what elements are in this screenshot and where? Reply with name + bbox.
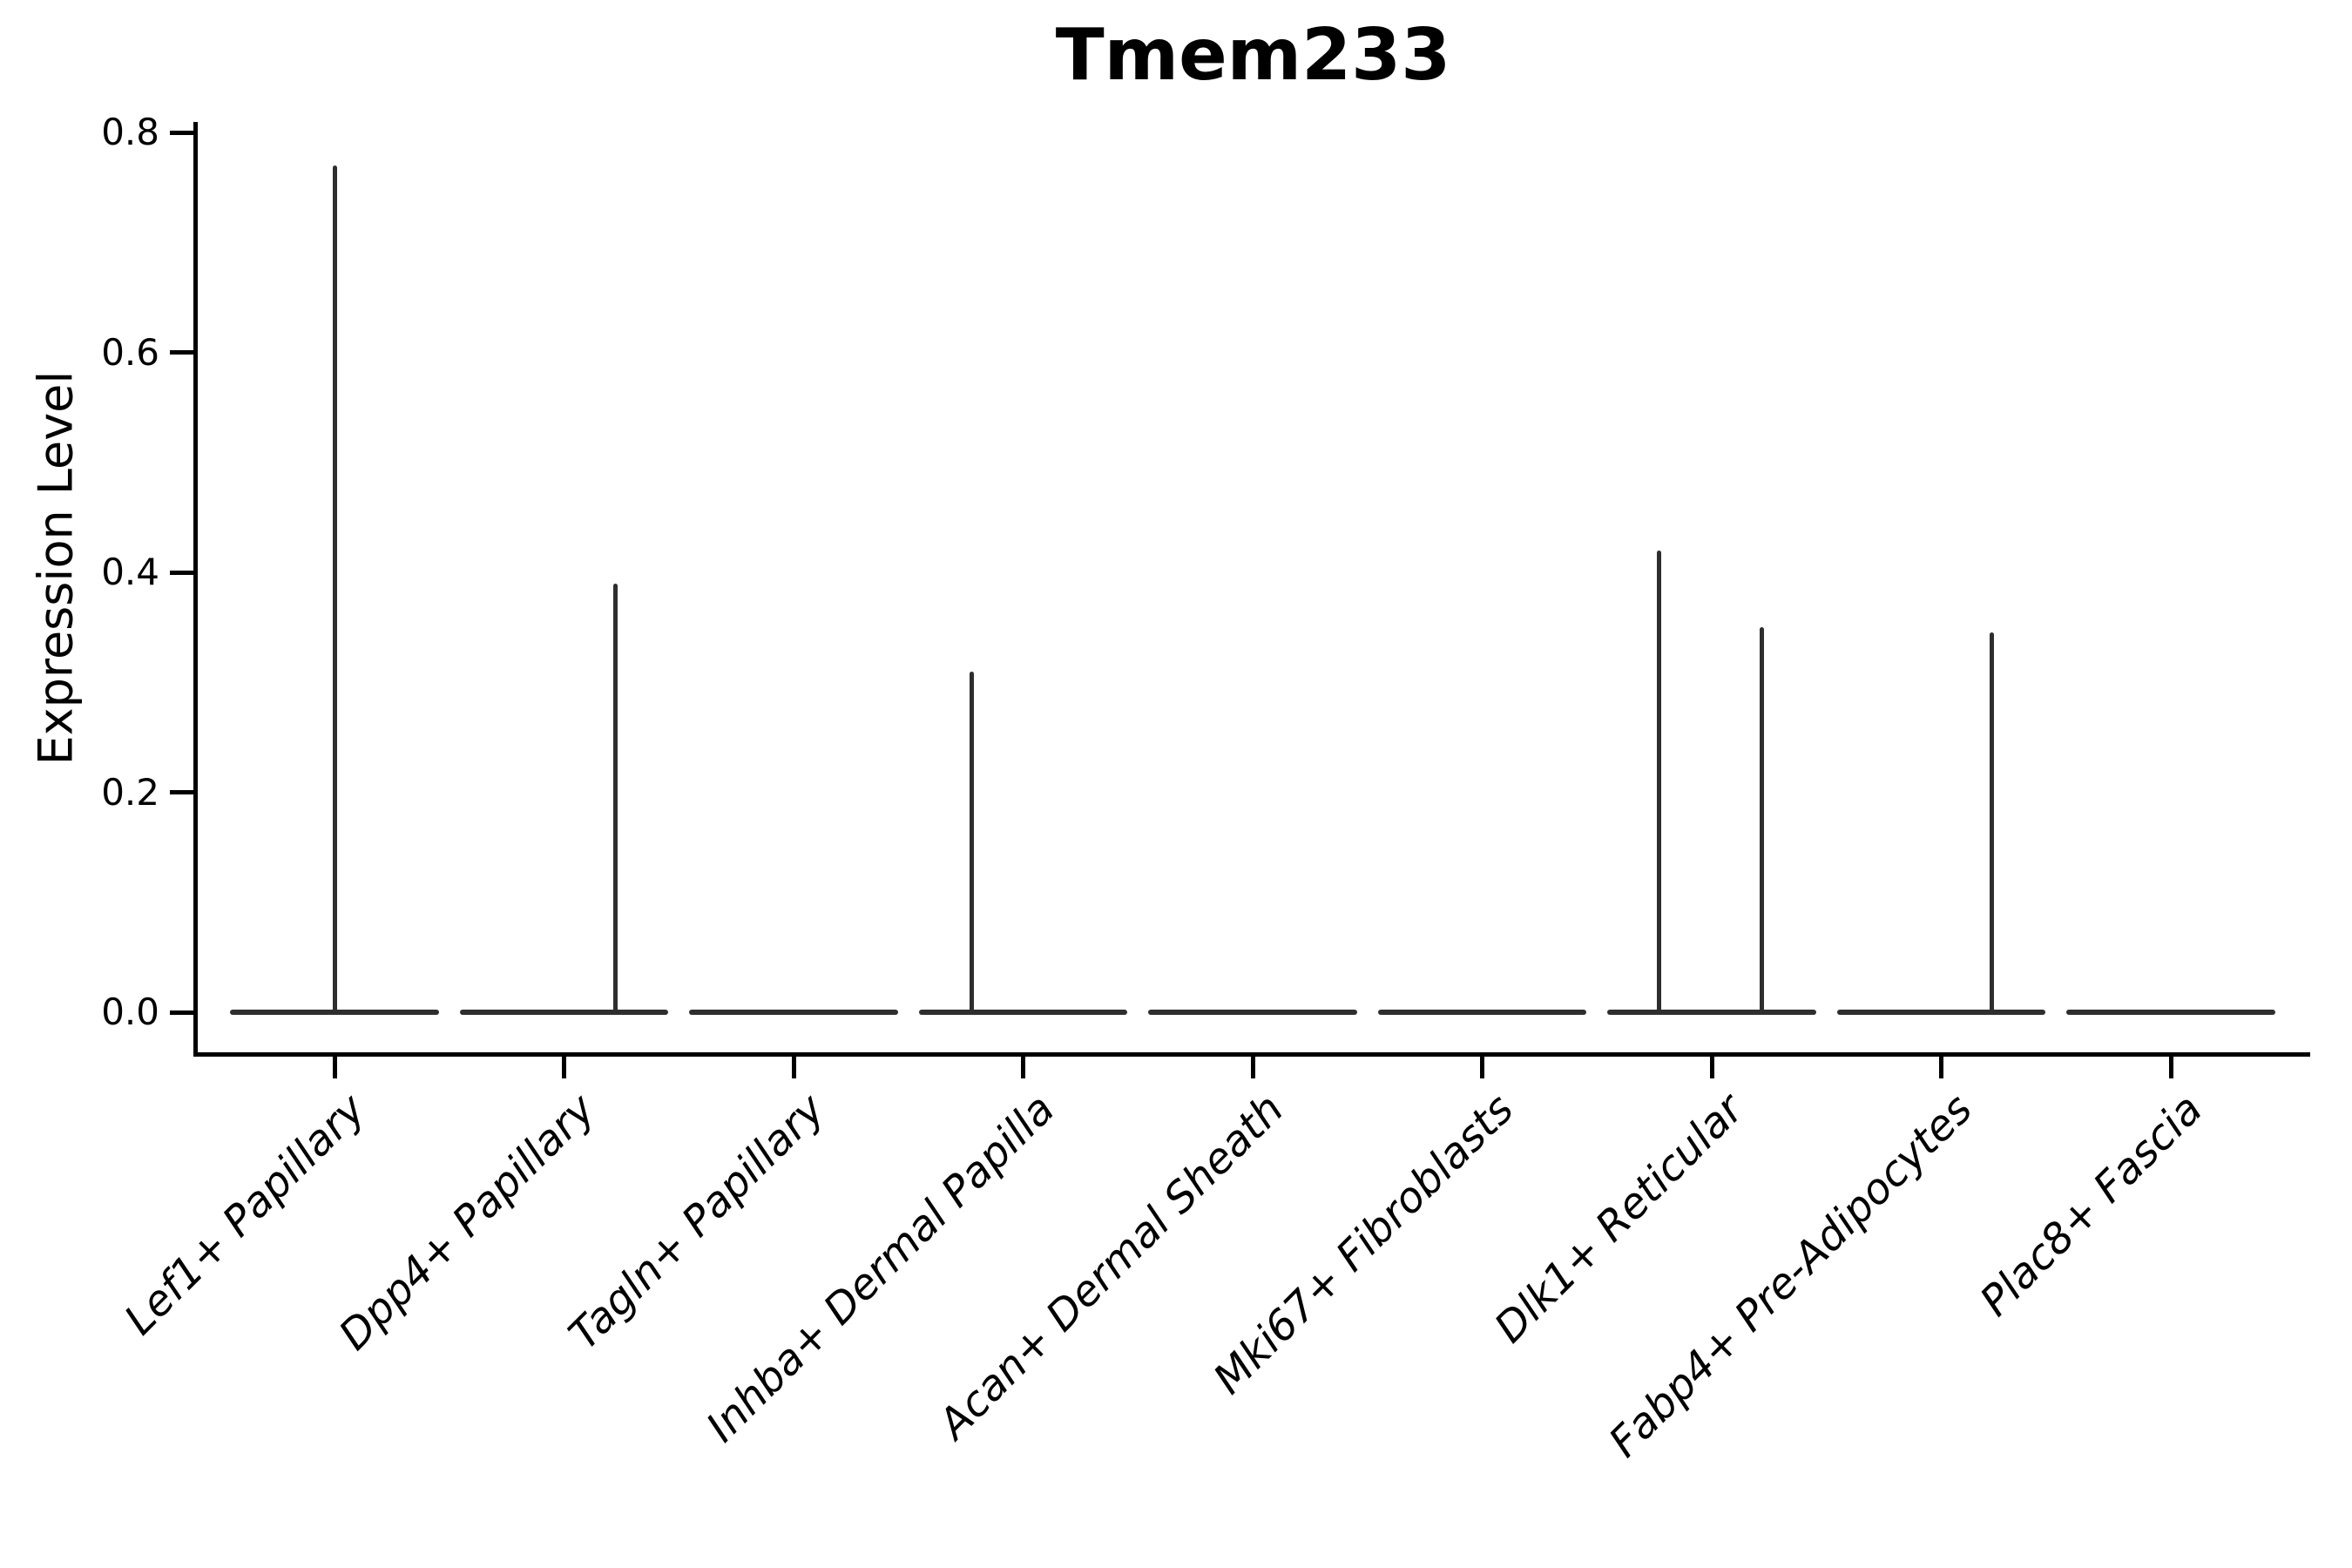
violin-baseline [1607,1010,1816,1015]
x-tick [1021,1054,1025,1078]
x-category-label: Dlk1+ Reticular [1484,1085,1753,1353]
violin-spike [613,583,618,1015]
x-category-label: Dpp4+ Papillary [329,1085,605,1360]
violin-baseline [2066,1010,2275,1015]
x-category-label: Plac8+ Fascia [1970,1085,2212,1326]
x-tick [2168,1054,2173,1078]
violin-baseline [689,1010,898,1015]
y-tick [170,570,193,575]
x-tick [791,1054,796,1078]
violin-baseline [918,1010,1128,1015]
y-tick [170,350,193,355]
violin-baseline [1148,1010,1357,1015]
x-tick [1480,1054,1484,1078]
y-axis-spine [193,122,198,1057]
x-category-label: Lef1+ Papillary [115,1085,375,1345]
y-tick [170,130,193,135]
y-tick [170,790,193,794]
y-tick [170,1010,193,1015]
x-tick [562,1054,566,1078]
y-tick-label: 0.8 [101,111,159,153]
violin-baseline [1836,1010,2046,1015]
plot-title: Tmem233 [1055,14,1451,97]
y-tick-label: 0.6 [101,330,159,374]
y-tick-label: 0.2 [101,770,159,814]
x-tick [1709,1054,1714,1078]
violin-spike [969,671,974,1015]
x-tick [332,1054,337,1078]
violin-spike [1760,627,1765,1015]
violin-baseline [1377,1010,1587,1015]
violin-spike [1989,632,1994,1015]
y-tick-label: 0.4 [101,551,159,593]
x-tick [1939,1054,1943,1078]
x-category-label: Tagln+ Papillary [559,1085,835,1360]
violin-spike [1656,550,1661,1015]
x-tick [1250,1054,1255,1078]
violin-spike [332,165,337,1015]
violin-baseline [459,1010,669,1015]
y-tick-label: 0.0 [101,990,159,1033]
